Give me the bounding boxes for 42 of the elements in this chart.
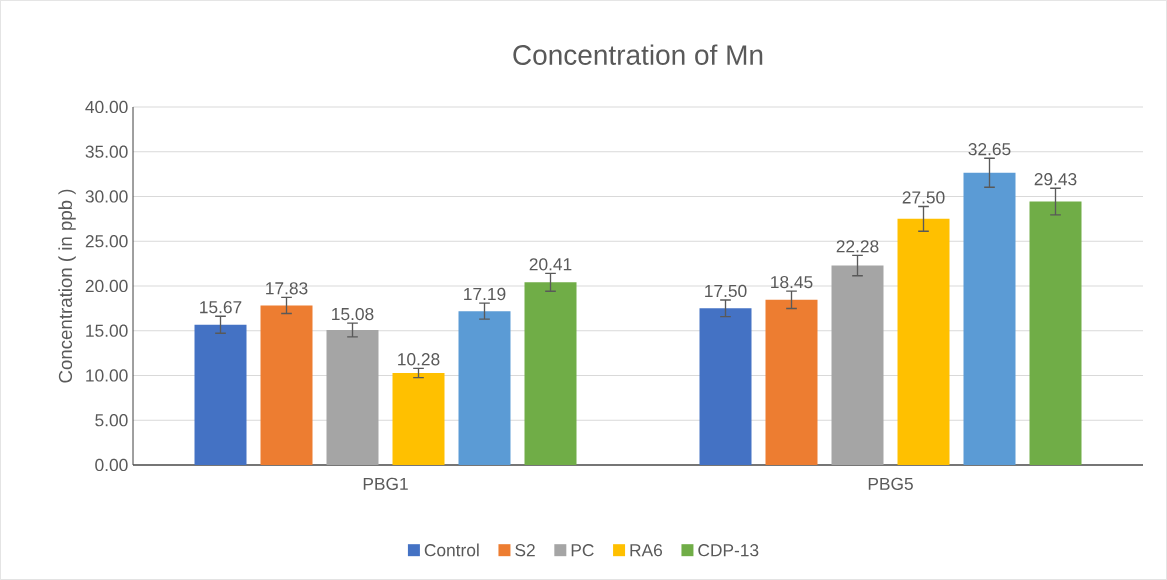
y-tick-label: 20.00 bbox=[85, 279, 128, 293]
chart-title: Concentration of Mn bbox=[513, 44, 763, 65]
bar bbox=[260, 305, 313, 465]
y-axis-title: Concentration ( in ppb ) bbox=[58, 189, 76, 383]
bar bbox=[1029, 201, 1082, 465]
data-label: 10.28 bbox=[398, 353, 440, 366]
y-tick-label: 0.00 bbox=[95, 458, 128, 472]
y-tick-label: 5.00 bbox=[95, 414, 128, 427]
x-tick-label: PBG5 bbox=[868, 477, 913, 490]
data-label: 20.41 bbox=[529, 258, 572, 271]
y-tick-label: 15.00 bbox=[86, 324, 128, 337]
y-tick-label: 30.00 bbox=[85, 190, 128, 203]
legend-label: CDP-13 bbox=[698, 544, 759, 557]
data-label: 17.50 bbox=[705, 284, 747, 298]
bar bbox=[765, 299, 818, 465]
bar bbox=[392, 372, 445, 465]
bar bbox=[524, 282, 577, 465]
legend-label: Control bbox=[424, 543, 479, 557]
bar bbox=[897, 218, 950, 465]
data-label: 29.43 bbox=[1034, 173, 1077, 186]
x-tick-label: PBG1 bbox=[363, 477, 408, 490]
bar bbox=[326, 330, 379, 465]
y-tick-label: 10.00 bbox=[86, 369, 128, 382]
data-label: 15.67 bbox=[200, 301, 242, 314]
legend-label: PC bbox=[571, 544, 594, 557]
data-label: 17.83 bbox=[266, 282, 308, 295]
y-tick-label: 40.00 bbox=[85, 100, 128, 114]
bar bbox=[699, 308, 752, 465]
data-label: 32.65 bbox=[968, 143, 1011, 156]
bar bbox=[458, 311, 511, 465]
data-label: 22.28 bbox=[836, 240, 879, 253]
data-label: 18.45 bbox=[771, 275, 813, 289]
legend-label: S2 bbox=[515, 544, 535, 557]
y-tick-label: 25.00 bbox=[85, 235, 128, 248]
bar bbox=[194, 324, 247, 465]
y-tick-label: 35.00 bbox=[85, 145, 128, 158]
legend-label: RA6 bbox=[630, 544, 663, 557]
data-label: 27.50 bbox=[902, 191, 945, 204]
bar bbox=[831, 265, 884, 465]
data-label: 17.19 bbox=[464, 287, 506, 301]
data-label: 15.08 bbox=[332, 307, 374, 321]
bar bbox=[963, 172, 1016, 465]
